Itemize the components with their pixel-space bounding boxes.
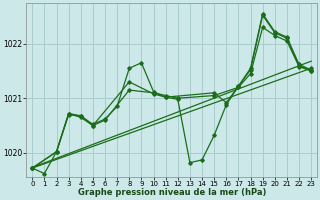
X-axis label: Graphe pression niveau de la mer (hPa): Graphe pression niveau de la mer (hPa) [77, 188, 266, 197]
